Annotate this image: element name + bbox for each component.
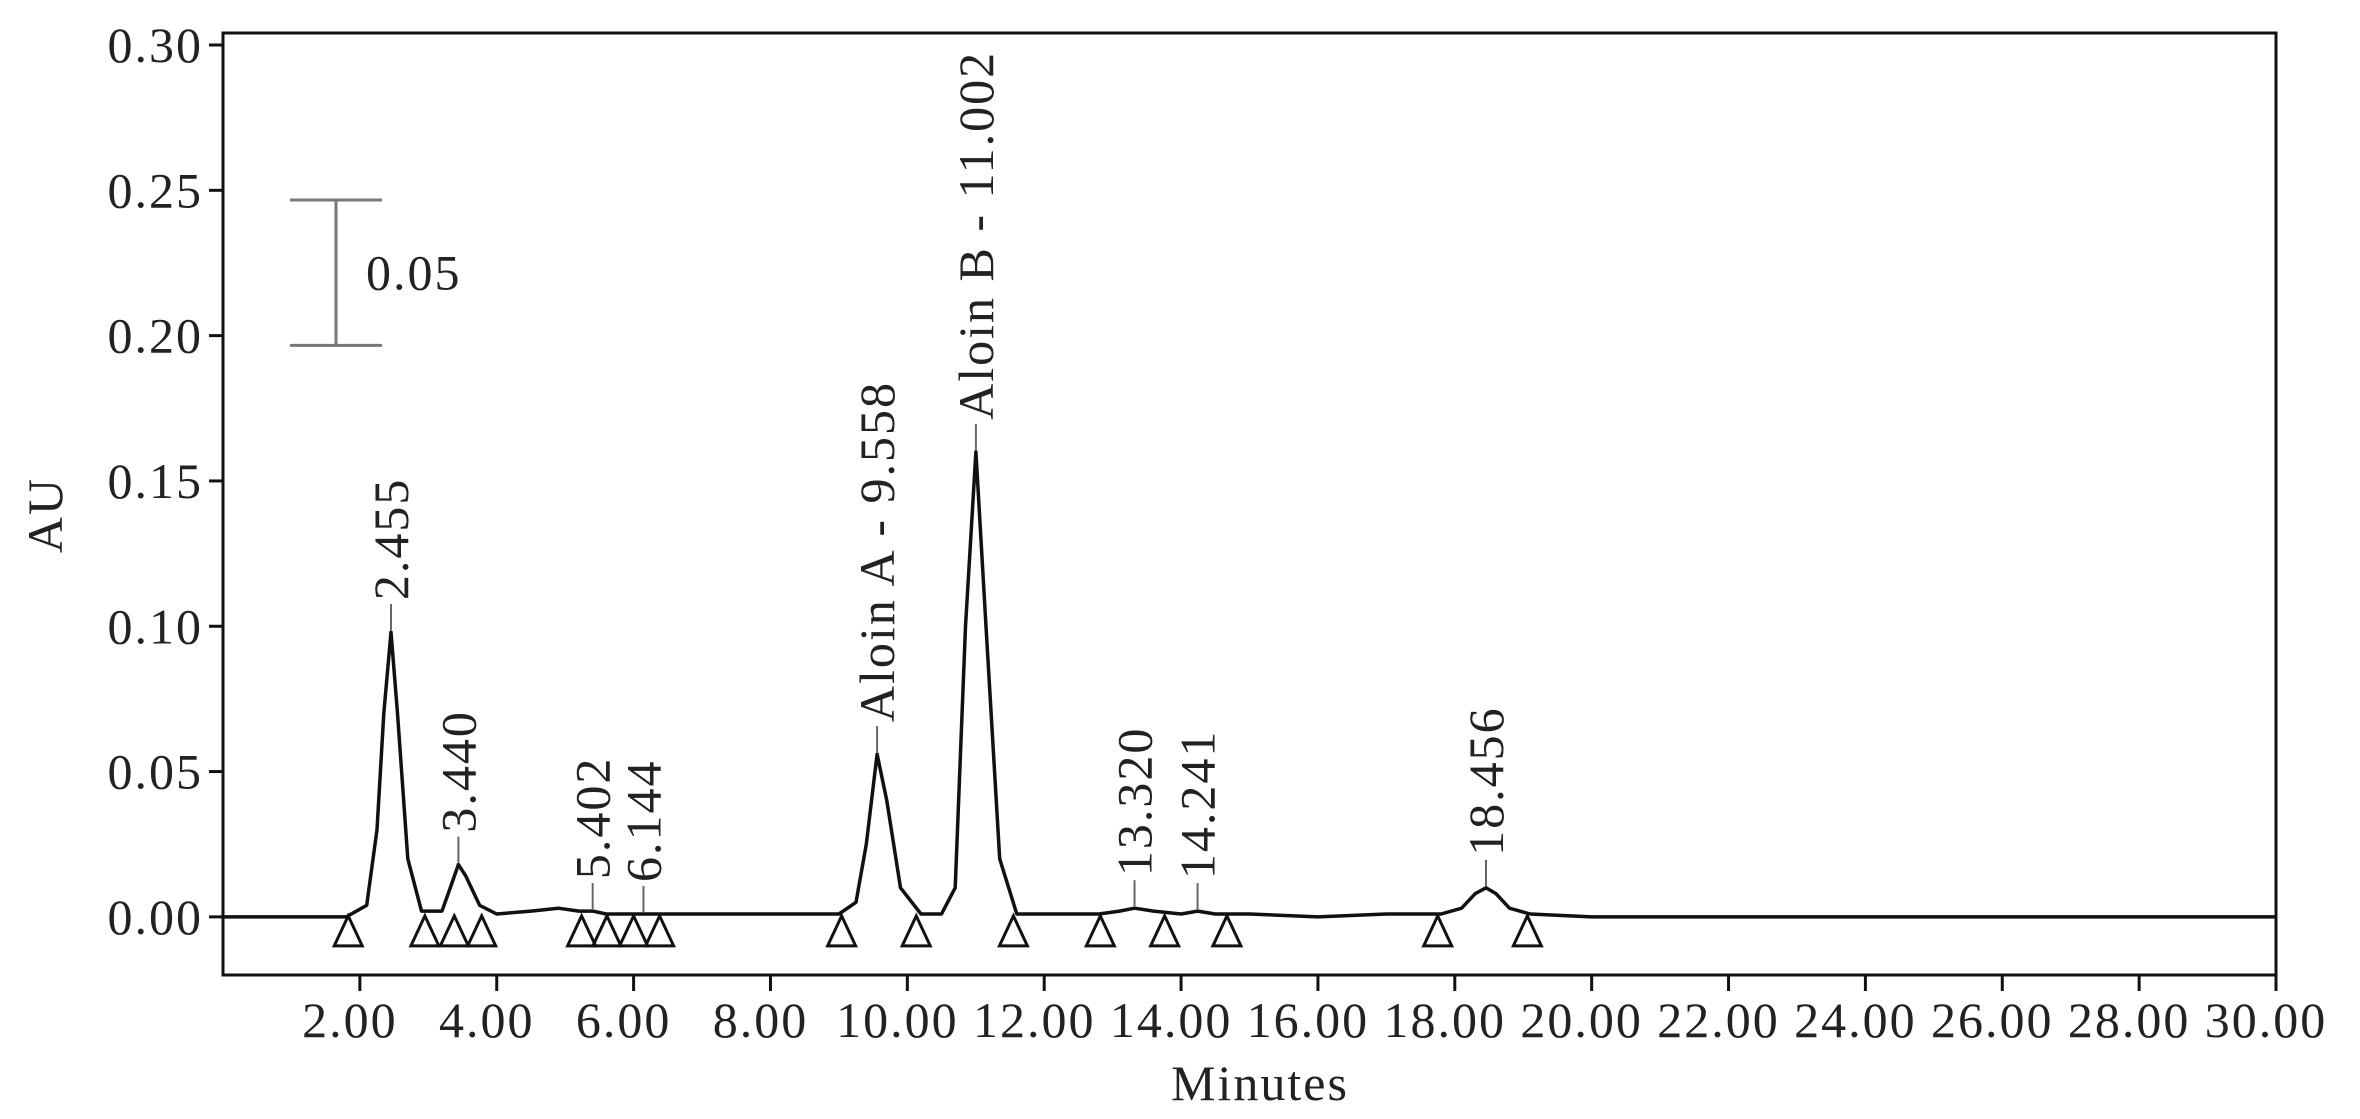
x-tick-label: 16.00 xyxy=(1247,992,1370,1048)
peak-label: 5.402 xyxy=(565,757,621,880)
peak-label: 2.455 xyxy=(363,478,419,601)
y-tick-label: 0.10 xyxy=(108,598,204,654)
integration-marker xyxy=(590,912,624,948)
integration-marker xyxy=(617,912,650,948)
peak-label: Aloin B - 11.002 xyxy=(948,51,1004,420)
integration-marker xyxy=(1083,912,1117,948)
y-tick-label: 0.20 xyxy=(108,308,204,364)
x-tick-label: 20.00 xyxy=(1520,992,1643,1048)
integration-marker xyxy=(1148,912,1181,948)
integration-marker xyxy=(1510,912,1544,948)
y-axis-title: AU xyxy=(17,477,73,553)
peak-label: Aloin A - 9.558 xyxy=(849,381,905,722)
peak-label: 6.144 xyxy=(615,759,671,882)
peak-label: 3.440 xyxy=(430,710,486,833)
x-tick-label: 10.00 xyxy=(836,992,959,1048)
scale-bar-label: 0.05 xyxy=(366,245,462,301)
integration-marker xyxy=(331,912,365,948)
y-tick-label: 0.15 xyxy=(108,453,204,509)
y-tick-label: 0.25 xyxy=(108,162,204,218)
integration-marker xyxy=(1421,912,1455,948)
peak-label: 13.320 xyxy=(1107,727,1163,877)
integration-marker xyxy=(465,912,499,948)
x-tick-label: 22.00 xyxy=(1657,992,1780,1048)
x-axis-title: Minutes xyxy=(1171,1055,1349,1111)
x-tick-label: 12.00 xyxy=(973,992,1096,1048)
integration-marker xyxy=(565,912,598,948)
x-tick-label: 4.00 xyxy=(439,992,535,1048)
peak-label: 18.456 xyxy=(1458,706,1514,856)
integration-marker xyxy=(825,912,858,948)
x-tick-label: 2.00 xyxy=(302,992,398,1048)
y-tick-label: 0.00 xyxy=(108,889,204,945)
x-tick-label: 30.00 xyxy=(2205,992,2328,1048)
integration-marker xyxy=(408,912,442,948)
x-tick-label: 18.00 xyxy=(1384,992,1507,1048)
plot-frame xyxy=(221,31,2278,977)
integration-marker xyxy=(997,912,1030,948)
integration-marker xyxy=(1210,912,1244,948)
x-tick-label: 14.00 xyxy=(1110,992,1233,1048)
x-tick-label: 8.00 xyxy=(713,992,809,1048)
y-tick-label: 0.30 xyxy=(108,17,204,73)
integration-marker xyxy=(643,912,676,948)
integration-marker xyxy=(437,912,471,948)
trace xyxy=(223,450,2276,919)
integration-marker xyxy=(899,912,933,948)
y-tick-label: 0.05 xyxy=(108,744,204,800)
x-tick-label: 26.00 xyxy=(1931,992,2054,1048)
x-tick-label: 6.00 xyxy=(576,992,672,1048)
peak-label: 14.241 xyxy=(1170,730,1226,880)
x-tick-label: 28.00 xyxy=(2068,992,2191,1048)
x-tick-label: 24.00 xyxy=(1794,992,1917,1048)
